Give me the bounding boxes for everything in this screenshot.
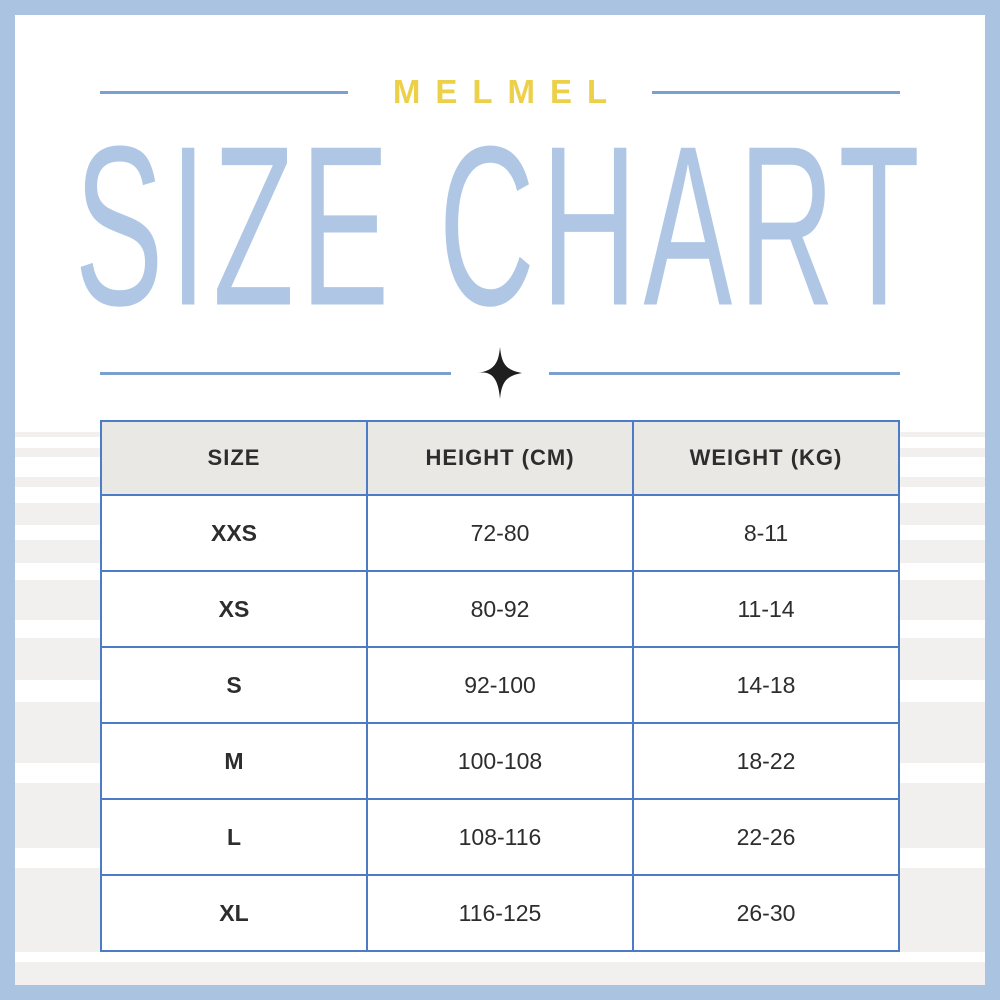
divider-line-left [100, 371, 451, 375]
table-row: L 108-116 22-26 [100, 798, 900, 876]
header-row: SIZE HEIGHT (CM) WEIGHT (KG) [100, 420, 900, 496]
height-cell: 72-80 [366, 494, 634, 572]
page-title: SIZE CHART [74, 99, 926, 355]
weight-cell: 11-14 [632, 570, 900, 648]
table-row: S 92-100 14-18 [100, 646, 900, 724]
height-cell: 116-125 [366, 874, 634, 952]
table-row: M 100-108 18-22 [100, 722, 900, 800]
size-table: SIZE HEIGHT (CM) WEIGHT (KG) XXS 72-80 8… [100, 420, 900, 952]
four-pointed-star-icon [478, 347, 522, 399]
size-cell: L [100, 798, 368, 876]
table-row: XXS 72-80 8-11 [100, 494, 900, 572]
table-row: XL 116-125 26-30 [100, 874, 900, 952]
page-title-wrap: SIZE CHART [0, 113, 1000, 341]
size-cell: XXS [100, 494, 368, 572]
height-cell: 108-116 [366, 798, 634, 876]
weight-cell: 26-30 [632, 874, 900, 952]
brand-name: MELMEL [392, 73, 623, 110]
brand-divider-line-right [652, 90, 901, 94]
weight-cell: 8-11 [632, 494, 900, 572]
weight-cell: 14-18 [632, 646, 900, 724]
weight-cell: 22-26 [632, 798, 900, 876]
brand-divider-line-left [100, 90, 348, 94]
height-cell: 92-100 [366, 646, 634, 724]
size-cell: M [100, 722, 368, 800]
column-header-size: SIZE [100, 420, 368, 496]
size-cell: XL [100, 874, 368, 952]
column-header-height: HEIGHT (CM) [366, 420, 634, 496]
size-cell: S [100, 646, 368, 724]
height-cell: 100-108 [366, 722, 634, 800]
height-cell: 80-92 [366, 570, 634, 648]
divider-line-right [549, 371, 900, 375]
size-table-header: SIZE HEIGHT (CM) WEIGHT (KG) [100, 420, 900, 496]
weight-cell: 18-22 [632, 722, 900, 800]
brand-row: MELMEL [100, 70, 901, 114]
section-divider [100, 347, 900, 399]
column-header-weight: WEIGHT (KG) [632, 420, 900, 496]
size-cell: XS [100, 570, 368, 648]
table-row: XS 80-92 11-14 [100, 570, 900, 648]
size-table-body: XXS 72-80 8-11 XS 80-92 11-14 S 92-100 1… [100, 494, 900, 952]
